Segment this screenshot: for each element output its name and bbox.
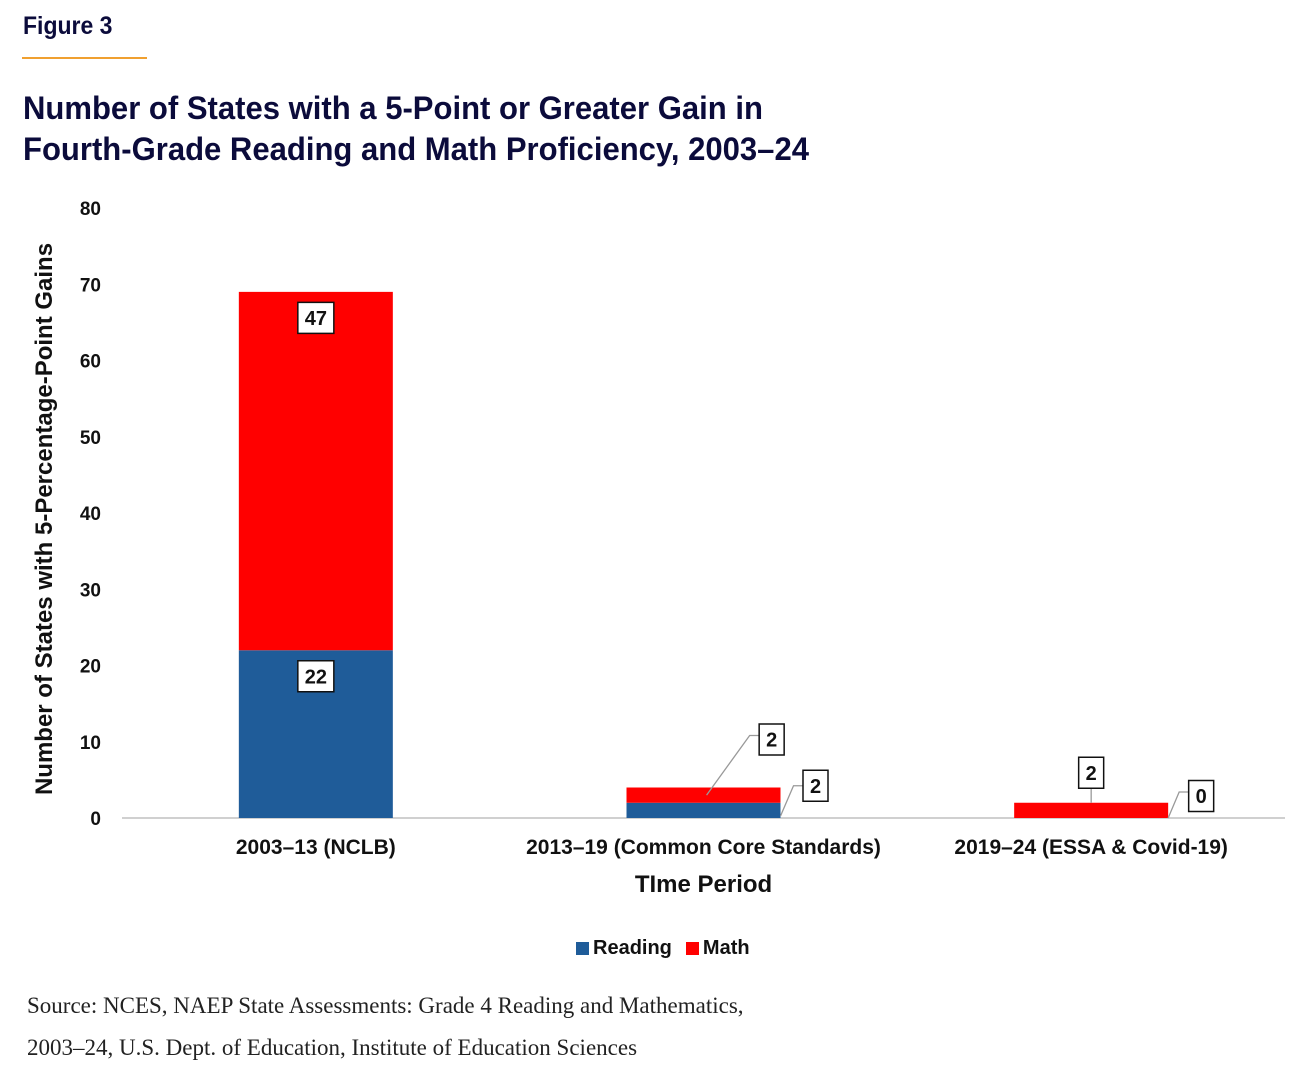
data-label-box xyxy=(1077,756,1105,789)
bars xyxy=(238,291,1169,818)
x-axis-categories: 2003–13 (NCLB) 2013–19 (Common Core Stand… xyxy=(236,836,1228,859)
figure-label: Figure 3 xyxy=(23,12,113,40)
figure-label-underline xyxy=(22,57,147,59)
legend-item-reading[interactable]: Reading xyxy=(576,937,672,960)
bar-math xyxy=(1014,802,1169,818)
data-label-box xyxy=(297,301,335,335)
bar-math xyxy=(626,787,781,803)
y-tick-label: 50 xyxy=(80,428,101,449)
leader-line xyxy=(1167,791,1190,819)
data-label-box xyxy=(758,723,785,756)
data-label: 0 xyxy=(1196,786,1207,808)
y-tick-label: 80 xyxy=(80,199,101,220)
x-category-label: 2013–19 (Common Core Standards) xyxy=(526,836,881,859)
data-label: 47 xyxy=(305,308,327,330)
x-category-label: 2019–24 (ESSA & Covid-19) xyxy=(954,836,1228,859)
y-axis-ticks: 0 10 20 30 40 50 60 70 80 xyxy=(80,199,101,830)
x-category-label: 2003–13 (NCLB) xyxy=(236,836,396,859)
legend-swatch-reading xyxy=(576,942,589,955)
data-label: 2 xyxy=(1086,763,1097,785)
leader-line xyxy=(779,785,804,817)
data-label-leaders xyxy=(706,734,1190,819)
data-label: 22 xyxy=(305,666,327,688)
data-label: 2 xyxy=(810,776,821,798)
source-line-1: Source: NCES, NAEP State Assessments: Gr… xyxy=(27,993,744,1018)
y-tick-label: 10 xyxy=(80,733,101,754)
y-tick-label: 60 xyxy=(80,352,101,373)
y-tick-label: 30 xyxy=(80,580,101,601)
data-label-box xyxy=(1187,779,1215,813)
chart-title-line-1: Number of States with a 5-Point or Great… xyxy=(23,90,763,126)
y-axis-title: Number of States with 5-Percentage-Point… xyxy=(31,243,58,795)
chart-title: Number of States with a 5-Point or Great… xyxy=(23,88,809,170)
legend-label-math: Math xyxy=(702,937,750,959)
legend-swatch-math xyxy=(685,942,699,955)
source-note: Source: NCES, NAEP State Assessments: Gr… xyxy=(27,985,744,1069)
y-tick-label: 70 xyxy=(80,275,101,296)
y-tick-label: 20 xyxy=(80,657,101,678)
data-label: 2 xyxy=(766,730,777,752)
data-label-box xyxy=(802,769,829,802)
legend-item-math[interactable]: Math xyxy=(685,937,750,960)
source-line-2: 2003–24, U.S. Dept. of Education, Instit… xyxy=(27,1035,638,1060)
legend: Reading Math xyxy=(576,937,764,960)
bar-math xyxy=(238,291,393,651)
chart-title-line-2: Fourth-Grade Reading and Math Proficienc… xyxy=(23,131,809,167)
bar-reading xyxy=(626,802,781,818)
x-axis-title: TIme Period xyxy=(635,871,772,898)
y-tick-label: 40 xyxy=(80,504,101,525)
y-tick-label: 0 xyxy=(90,809,101,830)
data-label-box xyxy=(297,660,335,693)
leader-line xyxy=(706,734,760,796)
legend-label-reading: Reading xyxy=(593,937,672,959)
